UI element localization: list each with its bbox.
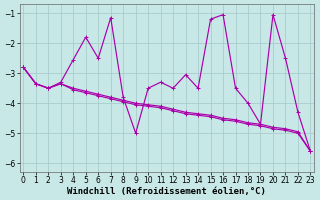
X-axis label: Windchill (Refroidissement éolien,°C): Windchill (Refroidissement éolien,°C) — [68, 187, 266, 196]
